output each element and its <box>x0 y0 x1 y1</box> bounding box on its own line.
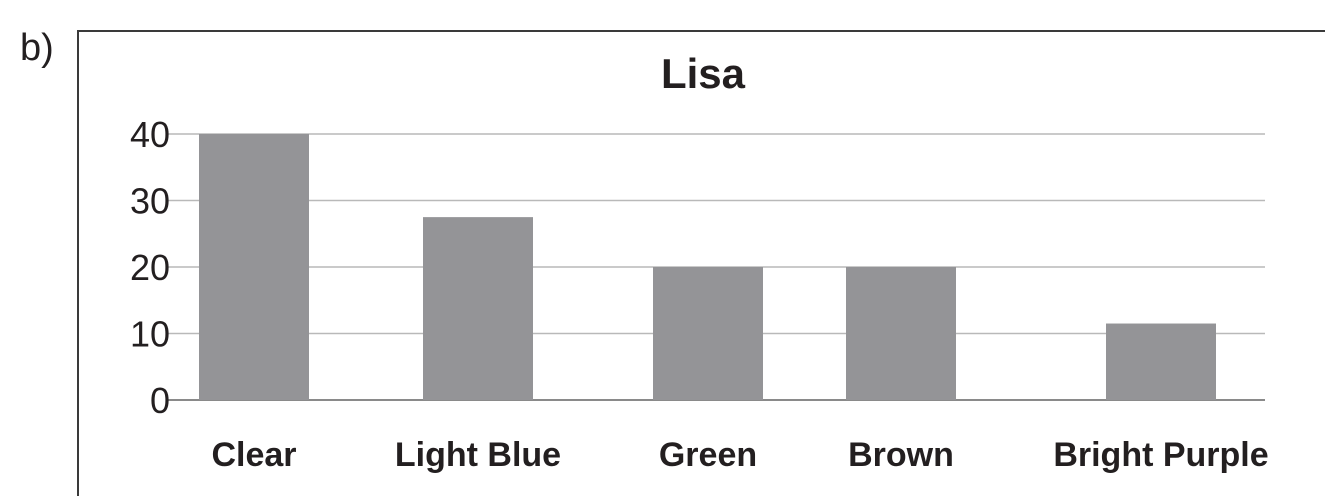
bars <box>199 134 1216 400</box>
bar-light-blue <box>423 217 533 400</box>
bar-brown <box>846 267 956 400</box>
chart-frame <box>77 30 1325 496</box>
y-tick-label: 10 <box>130 314 170 355</box>
y-tick-label: 30 <box>130 181 170 222</box>
y-tick-label: 20 <box>130 247 170 288</box>
y-tick-label: 0 <box>150 380 170 421</box>
y-tick-labels: 0 10 20 30 40 <box>130 114 170 421</box>
x-tick-label: Bright Purple <box>1053 436 1268 474</box>
chart-title: Lisa <box>661 50 746 97</box>
x-tick-label: Green <box>659 436 757 474</box>
x-tick-label: Light Blue <box>395 436 561 474</box>
bar-bright-purple <box>1106 323 1216 400</box>
y-tick-label: 40 <box>130 114 170 155</box>
x-tick-label: Brown <box>848 436 954 474</box>
x-tick-labels: Clear Light Blue Green Brown Bright Purple <box>211 436 1268 474</box>
bar-green <box>653 267 763 400</box>
bar-clear <box>199 134 309 400</box>
x-tick-label: Clear <box>211 436 296 474</box>
part-label: b) <box>20 27 54 69</box>
